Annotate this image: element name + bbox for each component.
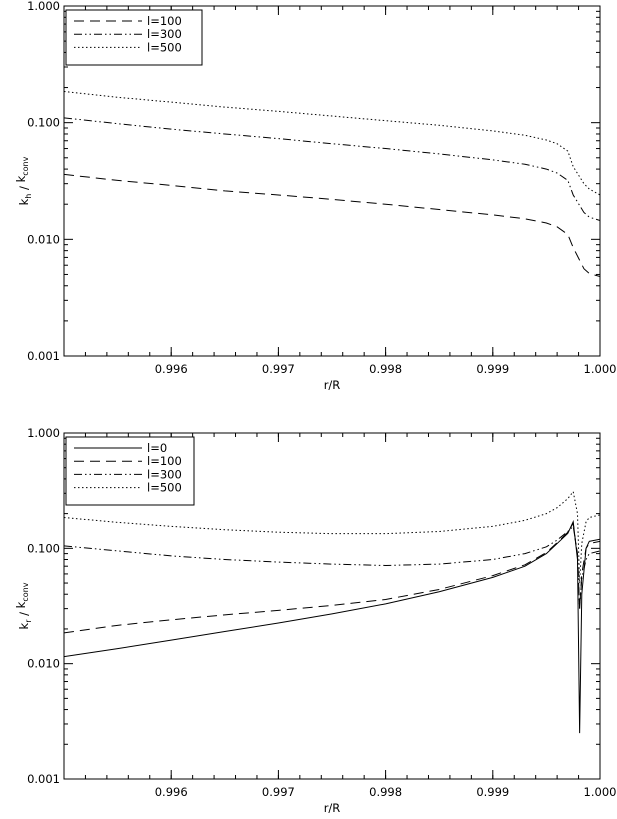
x-tick-label: 0.997	[262, 785, 295, 799]
legend-box	[65, 9, 203, 66]
x-tick-label: 0.998	[369, 785, 402, 799]
series-line-l-300	[64, 117, 600, 221]
y-tick-label: 0.001	[27, 349, 60, 363]
y-axis-label: kr / kconv	[14, 582, 33, 629]
x-axis-label: r/R	[324, 378, 341, 392]
series-line-l-100	[64, 521, 600, 634]
x-tick-label: 0.999	[476, 362, 509, 376]
y-axis-label-part: k	[14, 601, 28, 608]
legend-label: l=300	[147, 467, 182, 481]
x-tick-label: 0.998	[369, 362, 402, 376]
y-axis-label-part: k	[17, 622, 31, 629]
x-tick-label: 0.997	[262, 362, 295, 376]
y-axis-label-part: /	[17, 608, 31, 619]
y-axis-label-part: /	[17, 182, 31, 193]
y-axis-label-part: conv	[21, 582, 30, 601]
y-tick-label: 0.001	[27, 772, 60, 786]
series-line-l-500	[64, 490, 600, 584]
chart-panel-1: 0.996 0.997 0.998 0.999 1.000 0.001 0.010 0.100…	[14, 0, 616, 392]
series-line-l-500	[64, 91, 600, 196]
x-tick-label: 1.000	[584, 362, 617, 376]
y-tick-label: 0.010	[27, 657, 60, 671]
chart-panel-2: 0.996 0.997 0.998 0.999 1.000 0.001 0.010 0.100…	[14, 426, 616, 815]
legend-label: l=300	[147, 27, 182, 41]
legend-label: l=500	[147, 481, 182, 495]
series-line-l-0	[64, 519, 600, 734]
y-tick-label: 0.100	[27, 541, 60, 555]
y-axis-label-part: h	[24, 194, 33, 199]
y-axis-label-part: k	[14, 175, 28, 182]
y-tick-label: 0.010	[27, 232, 60, 246]
y-axis-label-part: r	[24, 619, 33, 623]
y-axis-label-part: k	[17, 198, 31, 205]
plot-frame	[63, 432, 601, 780]
y-tick-label: 1.000	[27, 0, 60, 13]
legend-label: l=100	[147, 454, 182, 468]
x-axis-label: r/R	[324, 801, 341, 815]
legend-label: l=500	[147, 40, 182, 54]
y-axis-label: kh / kconv	[14, 156, 33, 205]
y-tick-label: 1.000	[27, 426, 60, 440]
x-tick-label: 1.000	[584, 785, 617, 799]
series-line-l-100	[64, 173, 600, 278]
y-axis-label-part: conv	[21, 156, 30, 175]
series-line-l-300	[64, 525, 600, 609]
plot-frame	[63, 5, 601, 357]
x-tick-label: 0.996	[155, 785, 188, 799]
y-tick-label: 0.100	[27, 116, 60, 130]
legend-label: l=0	[147, 441, 167, 455]
legend-label: l=100	[147, 14, 182, 28]
x-tick-label: 0.996	[155, 362, 188, 376]
x-tick-label: 0.999	[476, 785, 509, 799]
